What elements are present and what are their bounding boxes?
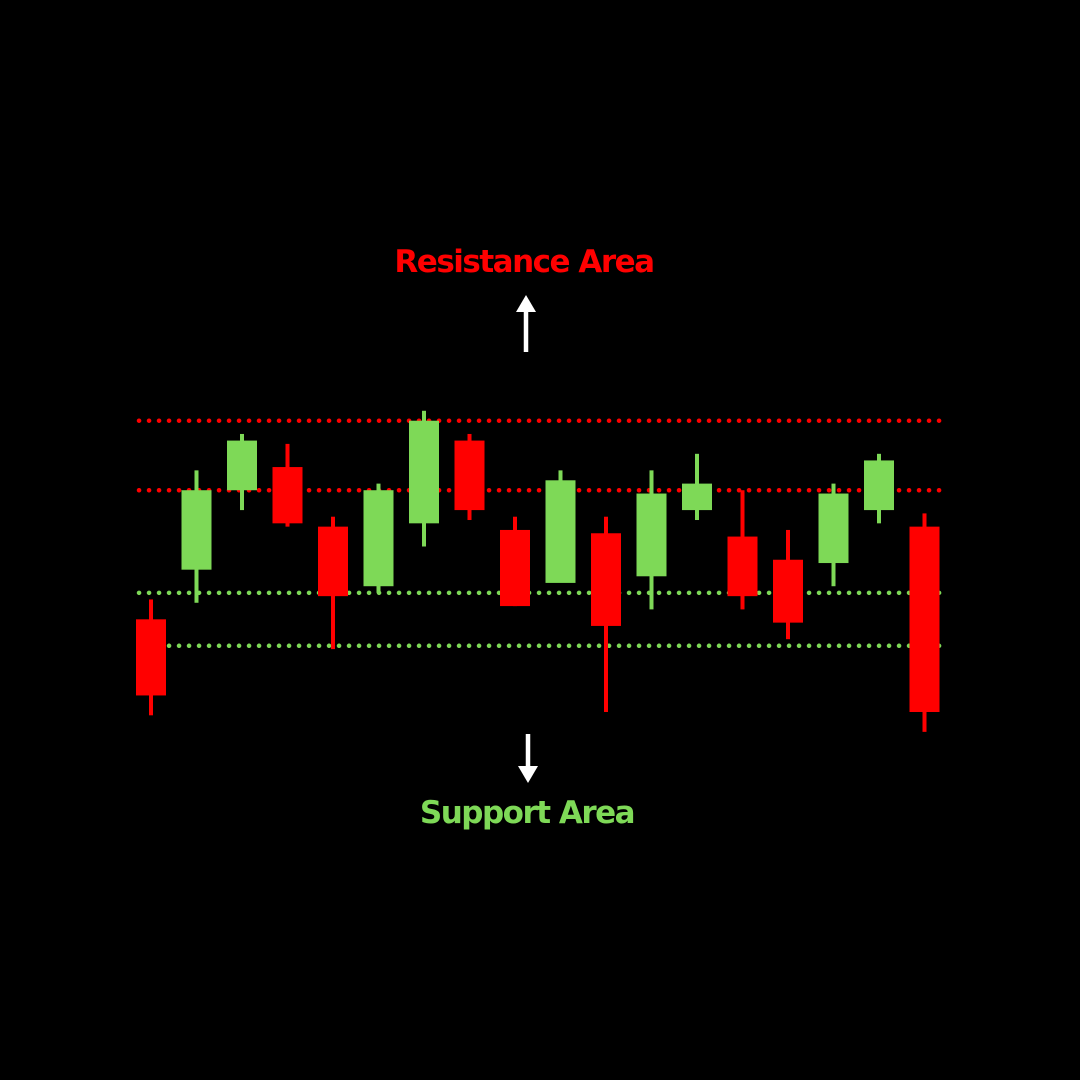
candle-body xyxy=(227,440,257,491)
candle-7-bullish xyxy=(409,410,439,547)
resistance-area-label: Resistance Area xyxy=(394,244,653,280)
candle-5-bearish xyxy=(318,516,348,650)
candle-body xyxy=(318,526,348,597)
candle-3-bullish xyxy=(227,433,257,511)
candle-11-bearish xyxy=(591,516,621,712)
candle-9-bearish xyxy=(500,516,530,607)
candle-12-bullish xyxy=(636,470,667,610)
candle-body xyxy=(409,420,439,524)
candle-15-bearish xyxy=(773,529,803,640)
candle-body xyxy=(864,460,894,511)
candle-18-bearish xyxy=(909,513,940,732)
candle-body xyxy=(363,490,394,587)
candle-body xyxy=(454,440,485,511)
candle-body xyxy=(818,493,849,564)
candle-16-bullish xyxy=(818,483,849,587)
candle-body xyxy=(272,467,303,524)
up-arrow-icon xyxy=(516,295,536,352)
candle-8-bearish xyxy=(454,433,485,521)
candle-body xyxy=(682,483,712,511)
down-arrow-icon xyxy=(518,734,538,783)
support-area-label: Support Area xyxy=(420,795,634,831)
candle-body xyxy=(773,559,803,623)
level-lines xyxy=(136,418,944,649)
candle-13-bullish xyxy=(682,453,712,521)
candle-4-bearish xyxy=(272,443,303,527)
candles xyxy=(136,410,940,732)
candle-body xyxy=(909,526,940,712)
candle-14-bearish xyxy=(727,490,758,610)
candle-2-bullish xyxy=(181,470,212,603)
candle-body xyxy=(636,493,667,577)
candle-body xyxy=(727,536,758,597)
candle-body xyxy=(591,533,621,626)
candle-body xyxy=(136,619,166,696)
candle-1-bearish xyxy=(136,599,166,716)
candle-10-bullish xyxy=(545,470,576,583)
candle-body xyxy=(545,480,576,583)
candle-6-bullish xyxy=(363,483,394,593)
candle-body xyxy=(500,529,530,607)
candle-17-bullish xyxy=(864,453,894,524)
candle-body xyxy=(181,490,212,570)
